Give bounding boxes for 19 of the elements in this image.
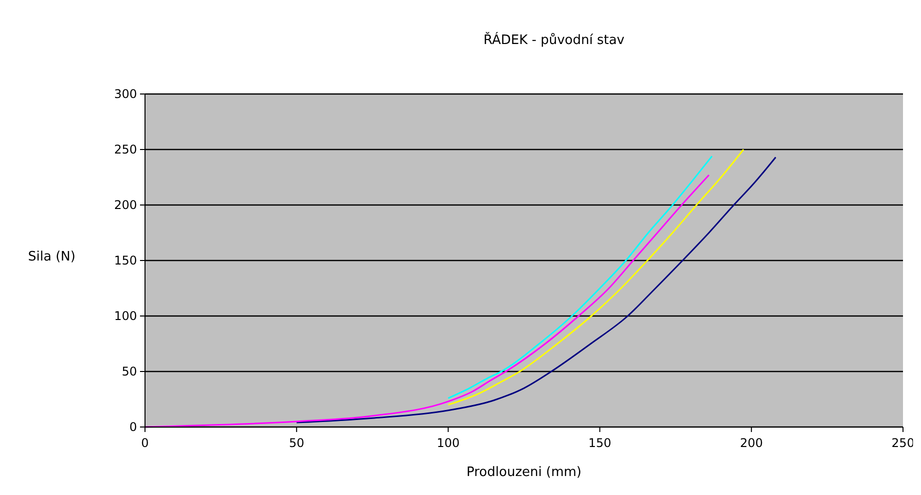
x-tick-label: 100 <box>436 436 460 450</box>
line-series <box>144 174 710 428</box>
line-series <box>447 155 713 399</box>
x-axis-title: Prodlouzeni (mm) <box>466 465 582 480</box>
x-tick-label: 200 <box>740 436 763 450</box>
y-axis-title: Sila (N) <box>28 250 76 264</box>
x-tick-label: 50 <box>288 436 304 450</box>
y-tick-label: 150 <box>114 254 137 268</box>
chart-title: ŘÁDEK - původní stav <box>483 31 625 48</box>
x-tick-label: 150 <box>588 436 612 450</box>
y-tick-label: 50 <box>122 364 137 379</box>
y-tick-label: 0 <box>129 420 137 434</box>
y-tick-label: 250 <box>114 142 137 157</box>
y-tick-label: 100 <box>114 309 137 324</box>
y-tick-label: 300 <box>114 87 137 102</box>
y-tick-label: 200 <box>114 198 137 212</box>
line-series <box>447 148 744 406</box>
x-tick-label: 0 <box>141 436 149 450</box>
line-series <box>296 156 776 424</box>
